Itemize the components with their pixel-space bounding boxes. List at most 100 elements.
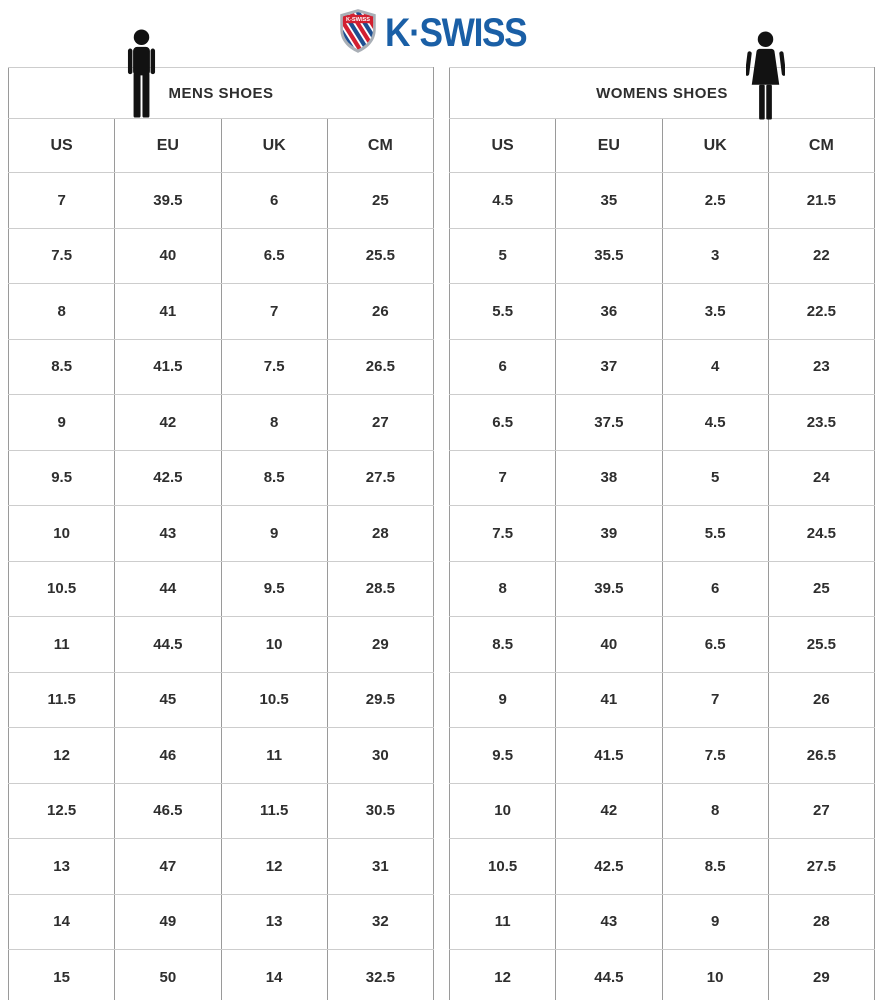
size-cell: 49 [114,893,222,950]
size-cell: 12.5 [7,782,116,839]
size-cell: 42.5 [114,449,222,506]
column-header-row: US EU UK CM [7,118,435,173]
size-cell: 4.5 [448,172,557,229]
size-cell: 10.5 [220,671,328,728]
size-cell: 25 [767,560,876,617]
size-cell: 10 [661,949,769,1000]
size-cell: 9.5 [220,560,328,617]
size-row: 8.5 40 6.5 25.5 [448,616,876,673]
size-cell: 6 [220,172,328,229]
size-row: 7.5 40 6.5 25.5 [7,227,435,284]
size-row: 15 50 14 32.5 [7,949,435,1000]
size-cell: 3.5 [661,283,769,340]
size-cell: 11.5 [220,782,328,839]
size-cell: 28.5 [326,560,435,617]
size-cell: 36 [555,283,663,340]
size-cell: 46.5 [114,782,222,839]
size-cell: 38 [555,449,663,506]
size-cell: 37 [555,338,663,395]
size-row: 9.5 42.5 8.5 27.5 [7,449,435,506]
size-cell: 7.5 [661,727,769,784]
size-row: 9.5 41.5 7.5 26.5 [448,727,876,784]
size-cell: 7.5 [220,338,328,395]
size-cell: 44.5 [555,949,663,1000]
size-cell: 26 [326,283,435,340]
size-cell: 24.5 [767,505,876,562]
kswiss-wordmark: K·SWISS [384,11,528,55]
size-row: 9 41 7 26 [448,671,876,728]
size-cell: 13 [220,893,328,950]
size-cell: 22.5 [767,283,876,340]
size-cell: 41 [555,671,663,728]
size-cell: 42 [555,782,663,839]
size-cell: 29 [767,949,876,1000]
column-header-us: US [448,118,557,173]
table-title: MENS SHOES [8,67,434,119]
size-row: 13 47 12 31 [7,838,435,895]
size-cell: 12 [448,949,557,1000]
table-title: WOMENS SHOES [449,67,875,119]
size-row: 12 46 11 30 [7,727,435,784]
size-cell: 8.5 [448,616,557,673]
size-row: 11 44.5 10 29 [7,616,435,673]
size-cell: 23.5 [767,394,876,451]
mens-size-table: MENS SHOES US EU UK CM 7 39.5 6 25 7.5 40 6.5 2… [7,67,435,1000]
size-cell: 9.5 [448,727,557,784]
size-cell: 40 [114,227,222,284]
size-cell: 9 [448,671,557,728]
size-cell: 30 [326,727,435,784]
size-row: 14 49 13 32 [7,893,435,950]
size-cell: 45 [114,671,222,728]
size-cell: 8.5 [220,449,328,506]
size-cell: 42 [114,394,222,451]
size-cell: 43 [114,505,222,562]
size-row: 10.5 44 9.5 28.5 [7,560,435,617]
size-cell: 11 [448,893,557,950]
size-cell: 39.5 [555,560,663,617]
size-cell: 6.5 [448,394,557,451]
size-cell: 12 [7,727,116,784]
size-row: 8 41 7 26 [7,283,435,340]
size-row: 10 43 9 28 [7,505,435,562]
column-header-row: US EU UK CM [448,118,876,173]
column-header-cm: CM [326,118,435,173]
size-cell: 26.5 [326,338,435,395]
size-tables: MENS SHOES US EU UK CM 7 39.5 6 25 7.5 40 6.5 2… [0,67,883,1000]
size-cell: 5 [661,449,769,506]
size-cell: 10.5 [7,560,116,617]
size-cell: 27.5 [326,449,435,506]
size-row: 6.5 37.5 4.5 23.5 [448,394,876,451]
size-cell: 4 [661,338,769,395]
size-cell: 50 [114,949,222,1000]
size-cell: 24 [767,449,876,506]
male-figure-icon [127,29,156,118]
size-cell: 41 [114,283,222,340]
size-row: 7.5 39 5.5 24.5 [448,505,876,562]
size-cell: 3 [661,227,769,284]
size-cell: 10.5 [448,838,557,895]
size-row: 10 42 8 27 [448,782,876,839]
size-cell: 6.5 [661,616,769,673]
size-cell: 22 [767,227,876,284]
size-cell: 31 [326,838,435,895]
size-row: 4.5 35 2.5 21.5 [448,172,876,229]
size-cell: 44 [114,560,222,617]
size-cell: 47 [114,838,222,895]
size-cell: 10 [7,505,116,562]
size-cell: 25.5 [326,227,435,284]
column-header-cm: CM [767,118,876,173]
size-cell: 11 [7,616,116,673]
size-cell: 2.5 [661,172,769,229]
size-cell: 7.5 [7,227,116,284]
size-cell: 44.5 [114,616,222,673]
size-row: 8.5 41.5 7.5 26.5 [7,338,435,395]
size-cell: 9 [661,893,769,950]
size-cell: 32 [326,893,435,950]
mens-shoes-table: MENS SHOES US EU UK CM 7 39.5 6 25 7.5 40 6.5 2… [7,67,435,1000]
size-row: 6 37 4 23 [448,338,876,395]
size-cell: 9 [220,505,328,562]
size-cell: 4.5 [661,394,769,451]
size-row: 11.5 45 10.5 29.5 [7,671,435,728]
size-cell: 8 [7,283,116,340]
